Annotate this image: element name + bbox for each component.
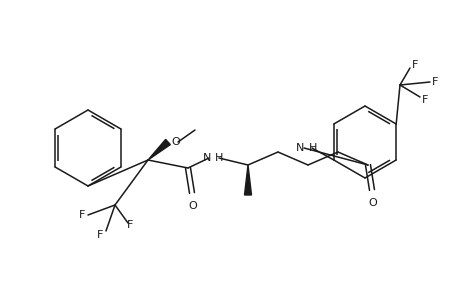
Text: H: H	[308, 143, 317, 153]
Text: N: N	[202, 153, 211, 163]
Text: O: O	[171, 137, 179, 147]
Text: N: N	[295, 143, 303, 153]
Text: O: O	[368, 198, 376, 208]
Polygon shape	[148, 140, 170, 160]
Text: F: F	[431, 77, 437, 87]
Text: F: F	[78, 210, 85, 220]
Text: F: F	[96, 230, 103, 240]
Text: F: F	[127, 220, 133, 230]
Text: F: F	[421, 95, 427, 105]
Text: H: H	[214, 153, 223, 163]
Text: F: F	[411, 60, 417, 70]
Polygon shape	[244, 165, 251, 195]
Text: O: O	[188, 201, 197, 211]
